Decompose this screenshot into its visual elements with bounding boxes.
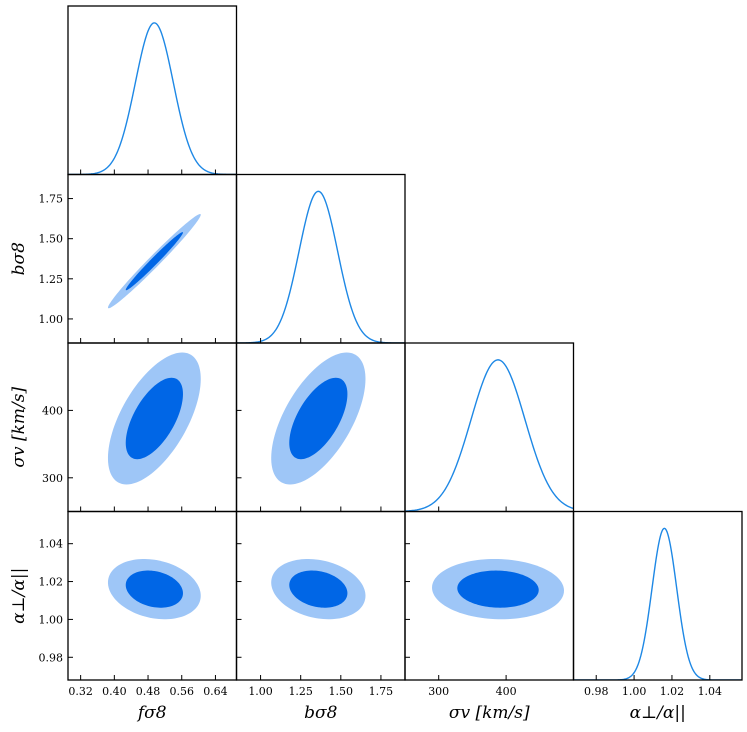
y-tick-label-bs8: 1.00 — [39, 313, 64, 326]
y-axis-label-sv: σv [km/s] — [9, 387, 29, 468]
y-tick-label-sv: 300 — [42, 472, 63, 485]
panel-aa-aa — [573, 527, 742, 680]
x-tick-label-fs8: 0.64 — [203, 685, 228, 698]
panel-sv-aa — [432, 559, 564, 620]
x-tick-label-sv: 400 — [496, 685, 517, 698]
y-tick-label-aa: 1.00 — [39, 613, 64, 626]
x-tick-label-bs8: 1.00 — [248, 685, 273, 698]
panel-fs8-bs8 — [107, 214, 201, 309]
x-axis-label-aa: α⊥/α|| — [630, 703, 686, 723]
x-axis-label-bs8: bσ8 — [304, 703, 337, 723]
y-tick-label-bs8: 1.50 — [39, 233, 64, 246]
contour-68-bs8-aa — [289, 570, 348, 608]
y-tick-label-aa: 0.98 — [39, 651, 64, 664]
panel-fs8-sv — [107, 352, 201, 485]
x-tick-label-fs8: 0.56 — [169, 685, 194, 698]
panel-fs8-fs8 — [68, 22, 237, 175]
panel-bs8-aa — [271, 559, 366, 620]
panel-fs8-aa — [107, 559, 201, 620]
x-tick-label-bs8: 1.25 — [288, 685, 313, 698]
marginal-curve-sv — [405, 359, 574, 512]
x-axis-label-sv: σv [km/s] — [449, 703, 530, 723]
panel-frame-aa-aa — [572, 510, 743, 681]
panel-frame-fs8-fs8 — [67, 5, 238, 176]
marginal-curve-fs8 — [68, 22, 237, 175]
panel-bs8-bs8 — [236, 190, 405, 343]
x-tick-label-bs8: 1.75 — [369, 685, 394, 698]
x-tick-label-aa: 1.00 — [622, 685, 647, 698]
panel-sv-sv — [405, 359, 574, 512]
contour-68-sv-aa — [457, 570, 539, 608]
y-tick-label-sv: 400 — [42, 404, 63, 417]
x-tick-label-aa: 1.04 — [698, 685, 723, 698]
x-tick-label-aa: 1.02 — [660, 685, 685, 698]
y-tick-label-aa: 1.02 — [39, 576, 64, 589]
y-tick-label-bs8: 1.75 — [39, 193, 64, 206]
contour-68-fs8-bs8 — [125, 232, 183, 291]
contour-68-fs8-aa — [125, 570, 183, 608]
x-tick-label-aa: 0.98 — [584, 685, 609, 698]
y-axis-label-aa: α⊥/α|| — [9, 568, 29, 624]
x-tick-label-sv: 300 — [428, 685, 449, 698]
y-axis-label-bs8: bσ8 — [9, 242, 29, 275]
y-tick-label-aa: 1.04 — [39, 538, 64, 551]
x-tick-label-bs8: 1.50 — [329, 685, 354, 698]
x-tick-label-fs8: 0.48 — [136, 685, 161, 698]
marginal-curve-bs8 — [236, 190, 405, 343]
marginal-curve-aa — [573, 527, 742, 680]
x-tick-label-fs8: 0.40 — [102, 685, 127, 698]
panel-frame-bs8-bs8 — [235, 173, 406, 344]
panel-bs8-sv — [271, 352, 366, 485]
contour-68-fs8-sv — [125, 377, 183, 460]
y-tick-label-bs8: 1.25 — [39, 273, 64, 286]
x-tick-label-fs8: 0.32 — [68, 685, 93, 698]
x-axis-label-fs8: fσ8 — [136, 703, 167, 723]
contour-68-bs8-sv — [289, 377, 348, 460]
